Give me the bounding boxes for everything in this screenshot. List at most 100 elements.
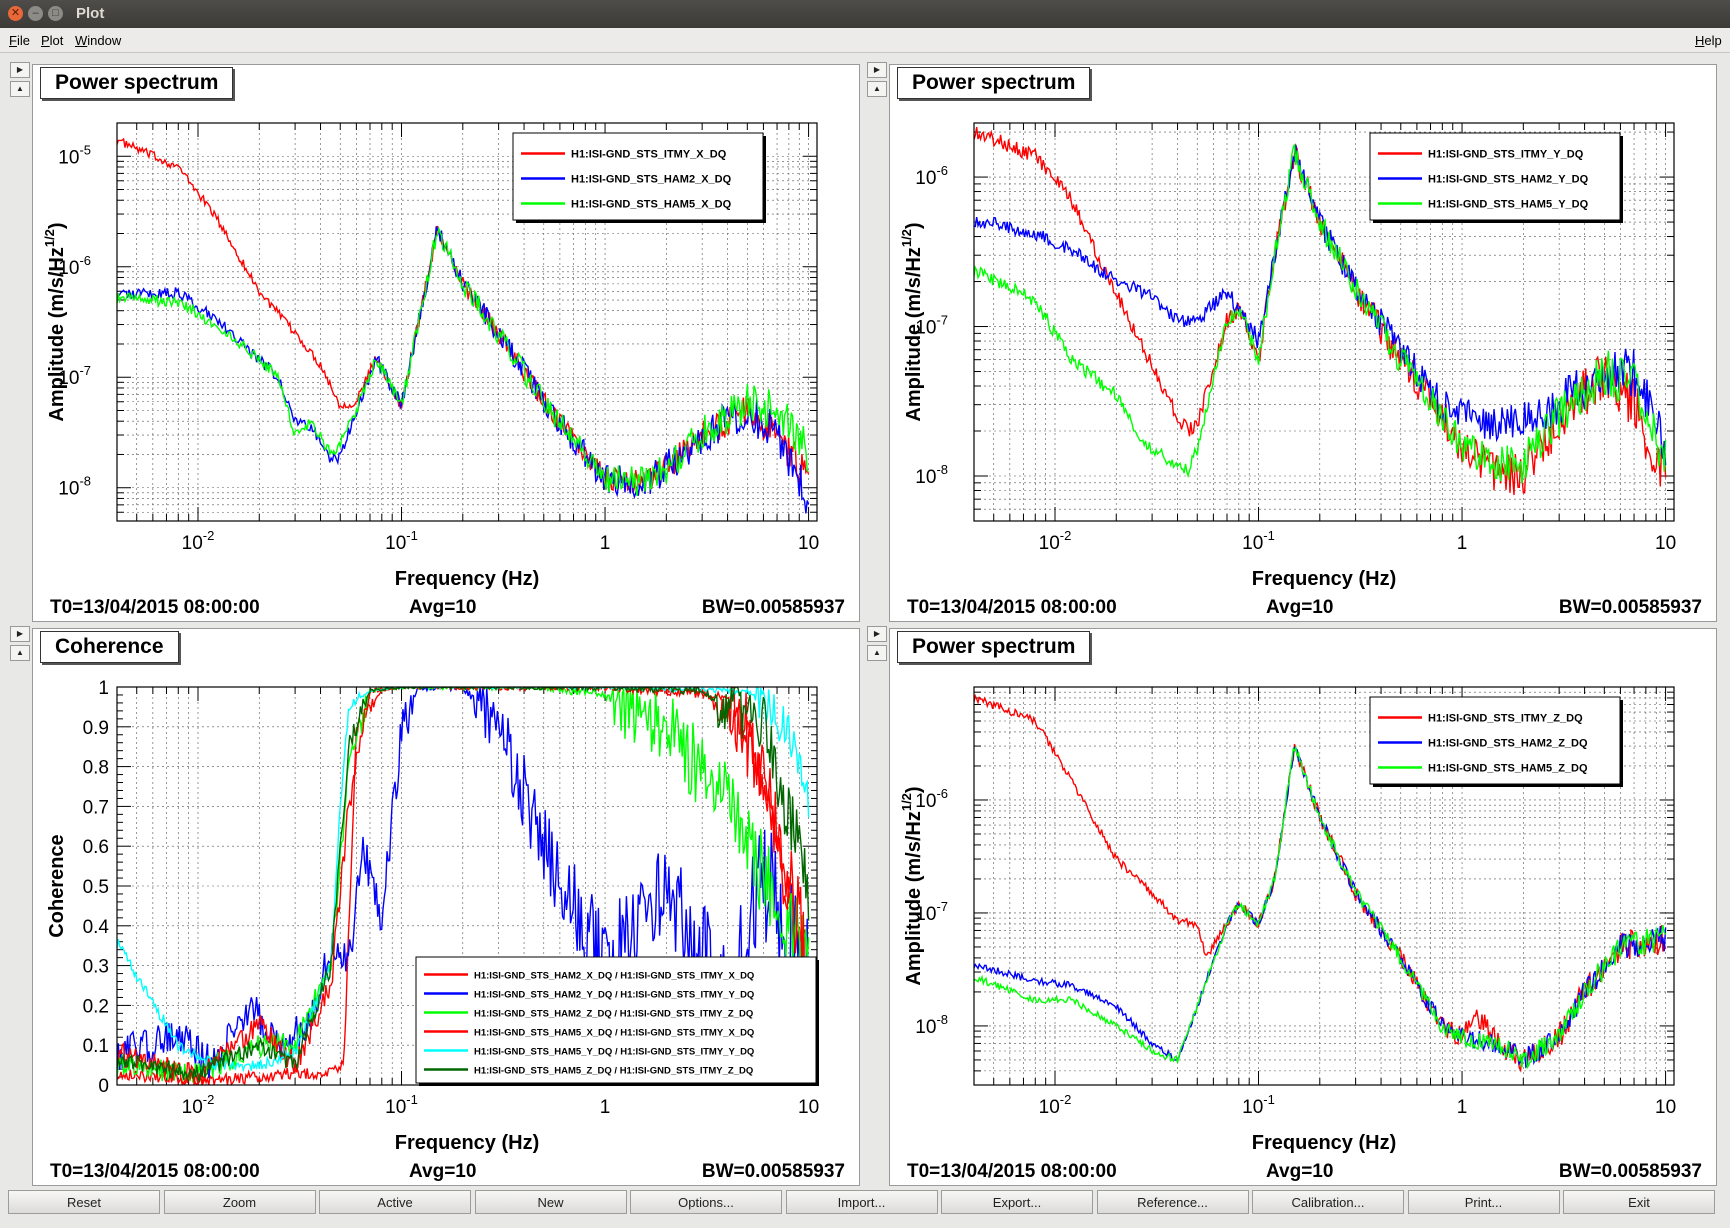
series-line-3 — [117, 226, 809, 496]
menu-help[interactable]: Help — [1695, 33, 1722, 48]
plot-frame — [973, 686, 1675, 1086]
footer-avg: Avg=10 — [409, 597, 477, 618]
panel-collapse-icon[interactable]: ▲ — [867, 81, 887, 97]
x-tick-label: 10-1 — [385, 1092, 418, 1118]
panel-collapse-icon[interactable]: ▲ — [10, 81, 30, 97]
chart-svg[interactable]: 10-2 10-1 1 10 0 0.1 0.2 0.3 0.4 0.5 0.6 0.7 0.8 0.9 1… — [33, 629, 859, 1155]
x-tick-label: 10 — [798, 1097, 819, 1118]
footer-bw: BW=0.00585937 — [701, 1161, 845, 1182]
series-line-3 — [117, 687, 810, 1084]
legend-entry: H1:ISI-GND_STS_HAM5_Z_DQ — [1428, 763, 1588, 775]
legend-entry: H1:ISI-GND_STS_HAM5_Y_DQ / H1:ISI-GND_ST… — [474, 1047, 754, 1058]
footer-avg: Avg=10 — [409, 1161, 477, 1182]
panel-collapse-icon[interactable]: ▲ — [10, 645, 30, 661]
footer-t0: T0=13/04/2015 08:00:00 — [907, 1161, 1117, 1182]
panel-expand-icon[interactable]: ▶ — [867, 626, 887, 642]
y-tick-label: 0.7 — [83, 797, 109, 818]
y-tick-label: 0.1 — [83, 1036, 109, 1057]
x-tick-label: 10-2 — [182, 528, 215, 554]
legend-entry: H1:ISI-GND_STS_HAM2_Z_DQ — [1428, 738, 1588, 750]
maximize-icon[interactable]: □ — [48, 6, 63, 21]
button-print[interactable]: Print... — [1407, 1190, 1560, 1214]
legend — [415, 956, 817, 1084]
menu-bar: File Plot Window Help — [0, 28, 1730, 53]
y-tick-label: 1 — [98, 678, 109, 699]
y-tick-label: 0.2 — [83, 996, 109, 1017]
plot-title: Coherence — [40, 631, 179, 663]
plot-panel-4[interactable]: Power spectrum T0=13/04/2015 08:00:00 Avg=… — [889, 628, 1717, 1186]
y-tick-label: 10-6 — [915, 163, 948, 189]
legend-entry: H1:ISI-GND_STS_HAM2_Y_DQ / H1:ISI-GND_ST… — [474, 990, 754, 1001]
legend-entry: H1:ISI-GND_STS_HAM2_X_DQ — [571, 174, 732, 186]
plot-panel-2[interactable]: Power spectrum T0=13/04/2015 08:00:00 Avg=… — [889, 64, 1717, 622]
legend-entry: H1:ISI-GND_STS_ITMY_X_DQ — [571, 149, 727, 161]
menu-window[interactable]: Window — [75, 33, 122, 48]
footer-bw: BW=0.00585937 — [1558, 597, 1702, 618]
series-line-6 — [117, 687, 810, 1084]
close-icon[interactable]: ✕ — [8, 6, 23, 21]
footer-bw: BW=0.00585937 — [1558, 1161, 1702, 1182]
button-new[interactable]: New — [474, 1190, 627, 1214]
y-tick-label: 0.3 — [83, 957, 109, 978]
legend-entry: H1:ISI-GND_STS_HAM2_Z_DQ / H1:ISI-GND_ST… — [474, 1009, 753, 1020]
window-title: Plot — [76, 5, 105, 22]
footer-avg: Avg=10 — [1266, 1161, 1334, 1182]
button-exit[interactable]: Exit — [1563, 1190, 1715, 1214]
y-tick-label: 0.5 — [83, 877, 109, 898]
x-tick-label: 10-2 — [182, 1092, 215, 1118]
button-import[interactable]: Import... — [785, 1190, 938, 1214]
series-line-3 — [974, 745, 1667, 1070]
plot-panel-1[interactable]: Power spectrum T0=13/04/2015 08:00:00 Avg=… — [32, 64, 860, 622]
button-reference[interactable]: Reference... — [1096, 1190, 1249, 1214]
series-line-1 — [974, 693, 1667, 1073]
menu-plot[interactable]: Plot — [41, 33, 64, 48]
legend — [512, 132, 764, 221]
button-bar: Reset Zoom Active New Options... Import... Exp… — [8, 1190, 1722, 1214]
button-calibration[interactable]: Calibration... — [1252, 1190, 1404, 1214]
x-tick-label: 1 — [600, 1097, 611, 1118]
series-line-2 — [974, 144, 1667, 466]
window-titlebar: ✕ – □ Plot — [0, 0, 1730, 28]
panel-expand-icon[interactable]: ▶ — [10, 626, 30, 642]
series-line-2 — [117, 226, 810, 514]
panel-expand-icon[interactable]: ▶ — [867, 62, 887, 78]
legend — [1369, 132, 1621, 221]
button-active[interactable]: Active — [319, 1190, 471, 1214]
x-tick-label: 10-1 — [1242, 1092, 1275, 1118]
x-tick-label: 1 — [1457, 1097, 1468, 1118]
y-tick-label: 0.9 — [83, 718, 109, 739]
menu-file[interactable]: File — [9, 33, 30, 48]
plot-frame — [116, 122, 818, 522]
x-tick-label: 10-1 — [385, 528, 418, 554]
button-export[interactable]: Export... — [941, 1190, 1093, 1214]
panel-collapse-icon[interactable]: ▲ — [867, 645, 887, 661]
legend-entry: H1:ISI-GND_STS_HAM5_Z_DQ / H1:ISI-GND_ST… — [474, 1066, 753, 1077]
y-axis-label: Amplitude (m/s/Hz1/2) — [899, 222, 925, 421]
x-axis-label: Frequency (Hz) — [395, 568, 539, 590]
plot-frame — [973, 122, 1675, 522]
y-tick-label: 0.4 — [83, 917, 110, 938]
footer-bw: BW=0.00585937 — [701, 597, 845, 618]
y-axis-label: Amplitude (m/s/Hz1/2) — [899, 786, 925, 985]
y-tick-label: 10-5 — [58, 142, 91, 168]
panel-expand-icon[interactable]: ▶ — [10, 62, 30, 78]
x-tick-label: 10-2 — [1039, 528, 1072, 554]
footer-t0: T0=13/04/2015 08:00:00 — [50, 597, 260, 618]
legend-entry: H1:ISI-GND_STS_HAM2_Y_DQ — [1428, 174, 1589, 186]
button-reset[interactable]: Reset — [8, 1190, 160, 1214]
y-tick-label: 10-6 — [58, 253, 91, 279]
x-tick-label: 10 — [1655, 1097, 1676, 1118]
y-tick-label: 10-8 — [915, 1012, 948, 1038]
button-options[interactable]: Options... — [630, 1190, 782, 1214]
minimize-icon[interactable]: – — [28, 6, 43, 21]
footer-t0: T0=13/04/2015 08:00:00 — [50, 1161, 260, 1182]
y-axis-label: Amplitude (m/s/Hz1/2) — [42, 222, 68, 421]
button-zoom[interactable]: Zoom — [163, 1190, 316, 1214]
x-tick-label: 10 — [1655, 533, 1676, 554]
plot-panel-3[interactable]: Coherence T0=13/04/2015 08:00:00 Avg=10 BW=… — [32, 628, 860, 1186]
x-axis-label: Frequency (Hz) — [395, 1132, 539, 1154]
legend-entry: H1:ISI-GND_STS_HAM5_X_DQ — [571, 199, 732, 211]
